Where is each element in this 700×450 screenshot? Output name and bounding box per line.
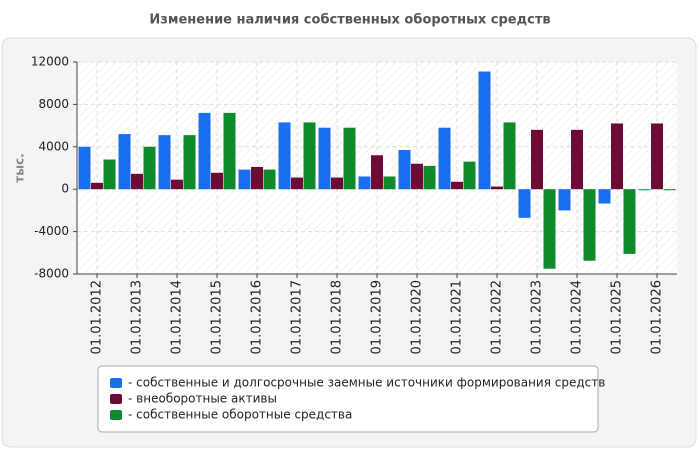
chart-title: Изменение наличия собственных оборотных … (149, 13, 550, 28)
x-tick-label: 01.01.2023 (530, 280, 545, 354)
bar (558, 189, 571, 211)
bar (651, 123, 663, 190)
bar (118, 134, 131, 190)
bar (583, 189, 596, 261)
bar (503, 122, 516, 190)
x-tick-label: 01.01.2017 (290, 280, 305, 354)
bar (518, 189, 531, 218)
x-tick-label: 01.01.2021 (450, 280, 465, 354)
bar (343, 127, 356, 190)
bar (103, 159, 116, 190)
x-tick-label: 01.01.2015 (210, 280, 225, 354)
bar (143, 146, 156, 190)
bar (451, 181, 463, 190)
bar (183, 135, 196, 190)
bar (543, 189, 556, 269)
x-tick-label: 01.01.2019 (370, 280, 385, 354)
bar (463, 161, 476, 190)
y-tick-label: 8000 (38, 97, 69, 111)
bar (531, 129, 543, 190)
bar (611, 123, 623, 190)
bar (211, 172, 223, 190)
bar (358, 176, 371, 190)
bar (223, 112, 236, 190)
x-tick-label: 01.01.2013 (130, 280, 145, 354)
legend-swatch (110, 410, 122, 420)
x-tick-label: 01.01.2024 (570, 280, 585, 354)
bar (251, 166, 263, 190)
bar (438, 127, 451, 190)
bar (171, 179, 183, 190)
bar (638, 189, 651, 191)
bar (291, 177, 303, 190)
x-tick-label: 01.01.2025 (610, 280, 625, 354)
bar (598, 189, 611, 204)
bar (491, 186, 503, 190)
x-tick-label: 01.01.2012 (90, 280, 105, 354)
legend-label: - собственные и долгосрочные заемные ист… (128, 376, 605, 390)
legend-swatch (110, 394, 122, 404)
y-tick-label: 4000 (38, 139, 69, 153)
bar (78, 146, 91, 190)
y-tick-label: -8000 (34, 267, 69, 281)
bar (238, 169, 251, 190)
bar (198, 112, 211, 190)
bar (318, 127, 331, 190)
bar (263, 169, 276, 190)
bar (371, 155, 383, 190)
bar (303, 122, 316, 190)
x-tick-label: 01.01.2014 (170, 280, 185, 354)
bar (158, 135, 171, 190)
y-tick-label: -4000 (34, 224, 69, 238)
bar (383, 176, 396, 190)
bar (278, 122, 291, 190)
x-tick-label: 01.01.2020 (410, 280, 425, 354)
legend-swatch (110, 378, 122, 388)
bar (331, 177, 343, 190)
legend (97, 365, 599, 433)
y-tick-label: 0 (61, 182, 69, 196)
bar (478, 71, 491, 190)
bar (411, 163, 423, 190)
legend-label: - собственные оборотные средства (128, 408, 352, 422)
bar (663, 189, 676, 191)
x-tick-label: 01.01.2018 (330, 280, 345, 354)
legend-label: - внеоборотные активы (128, 392, 277, 406)
y-axis-label: тыс. (13, 153, 27, 182)
bar (91, 182, 103, 190)
x-tick-label: 01.01.2016 (250, 280, 265, 354)
bar (623, 189, 636, 254)
bar (398, 149, 411, 190)
y-tick-label: 12000 (31, 55, 69, 69)
x-tick-label: 01.01.2022 (490, 280, 505, 354)
bar (571, 129, 583, 190)
x-tick-label: 01.01.2026 (650, 280, 665, 354)
bar (131, 173, 143, 190)
bar (423, 165, 436, 190)
